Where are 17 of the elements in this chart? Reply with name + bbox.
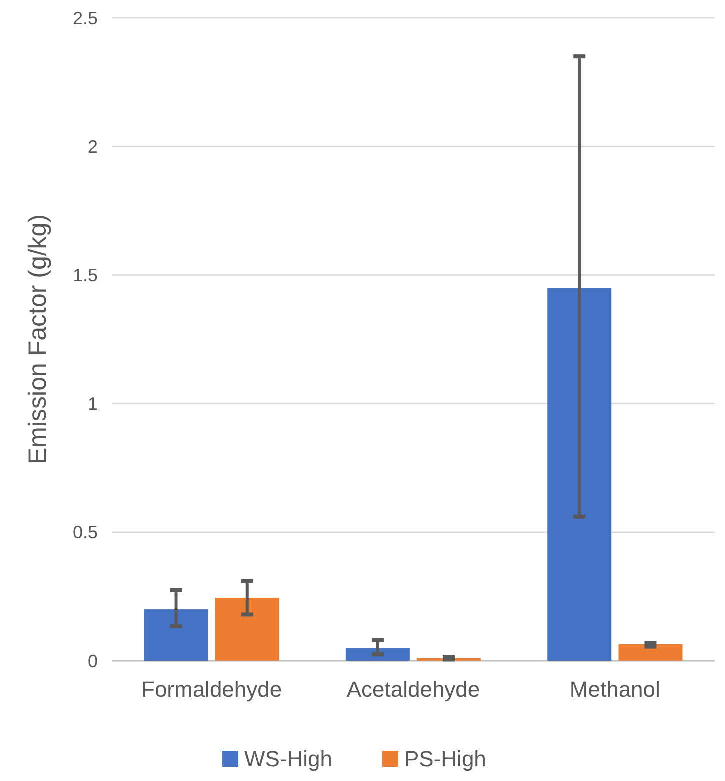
bar: [618, 644, 683, 661]
y-tick-label: 1: [88, 394, 98, 414]
bar: [346, 648, 410, 661]
y-tick-label: 0: [88, 651, 98, 672]
x-tick-label: Acetaldehyde: [346, 677, 480, 702]
bar: [548, 288, 612, 661]
y-tick-label: 2: [88, 136, 98, 157]
y-tick-label: 0.5: [72, 522, 98, 543]
y-tick-label: 2.5: [72, 8, 98, 28]
legend-label: WS-High: [244, 746, 333, 772]
y-axis-title: Emission Factor (g/kg): [24, 214, 52, 465]
x-tick-label: Methanol: [570, 677, 660, 702]
bar: [144, 610, 208, 661]
x-tick-label: Formaldehyde: [142, 677, 282, 702]
bar: [215, 598, 280, 661]
legend-label: PS-High: [404, 746, 486, 772]
y-tick-label: 1.5: [72, 266, 98, 286]
